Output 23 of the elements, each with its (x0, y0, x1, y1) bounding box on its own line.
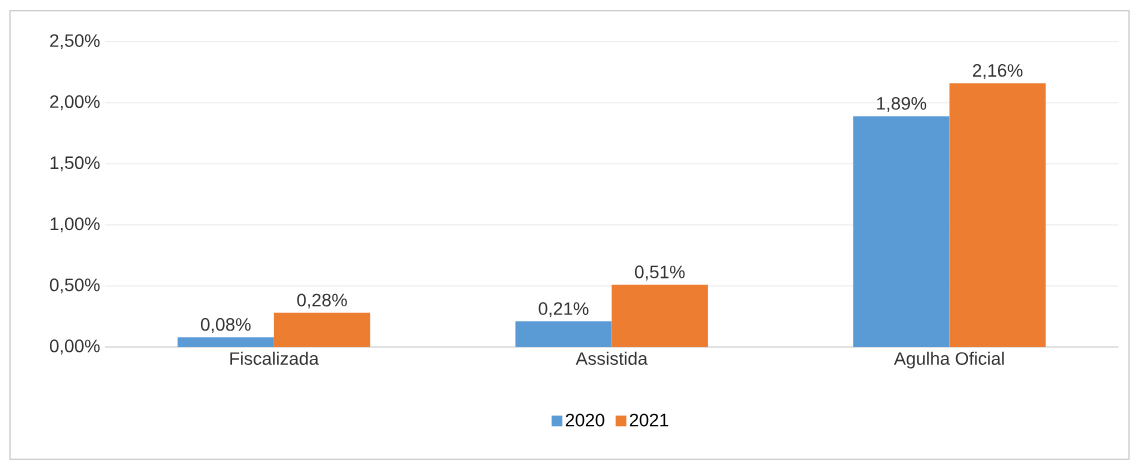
bar (273, 312, 371, 347)
y-tick-label: 0,00% (49, 339, 100, 355)
y-tick-label: 2,50% (50, 34, 100, 50)
x-tick-label: Assistida (575, 351, 648, 365)
y-tick-label: 1,50% (50, 156, 100, 172)
y-tick-label: 2,00% (50, 95, 100, 111)
bar (515, 321, 612, 347)
legend-label: 2020 (565, 413, 605, 427)
data-label: 0,28% (297, 293, 347, 309)
bar (853, 116, 950, 347)
bar (611, 284, 708, 347)
bar (949, 83, 1046, 347)
data-label: 0,51% (634, 265, 685, 281)
data-label: 2,16% (972, 64, 1023, 79)
x-tick-label: Agulha Oficial (893, 351, 1004, 369)
legend-label: 2021 (629, 413, 669, 427)
y-tick-label: 1,00% (50, 217, 100, 233)
x-tick-label: Fiscalizada (230, 351, 319, 365)
data-label: 0,21% (538, 302, 589, 318)
data-label: 1,89% (877, 97, 927, 112)
y-tick-label: 0,50% (49, 278, 100, 294)
data-label: 0,08% (200, 318, 251, 333)
bar (177, 337, 274, 347)
